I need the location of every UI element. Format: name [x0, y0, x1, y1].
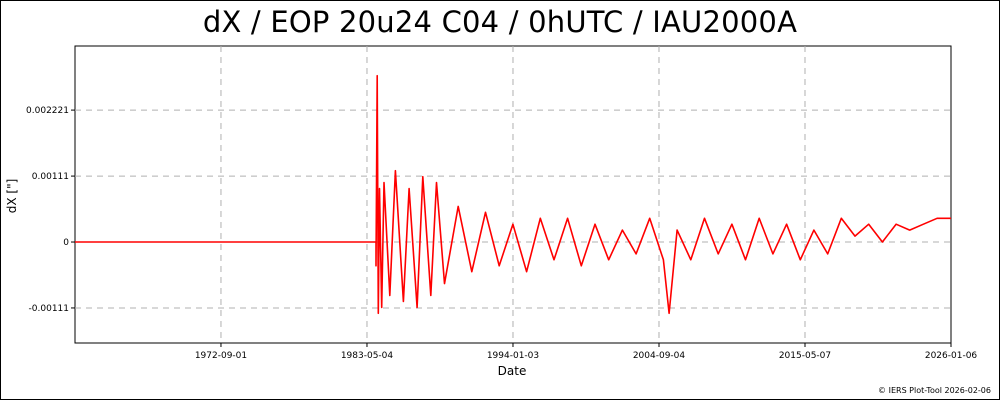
y-tick-label: 0.00111: [32, 172, 69, 182]
x-tick-label: 2015-05-07: [779, 351, 831, 361]
axis-ticks: 1972-09-01 1983-05-04 1994-01-03 2004-09-04…: [26, 106, 977, 361]
y-axis-label: dX ["]: [5, 179, 19, 214]
chart-title: dX / EOP 20u24 C04 / 0hUTC / IAU2000A: [202, 5, 798, 39]
data-series: [75, 74, 951, 315]
credit-text: © IERS Plot-Tool 2026-02-06: [878, 386, 991, 395]
x-axis-label: Date: [498, 364, 527, 378]
x-tick-label: 2004-09-04: [633, 351, 686, 361]
series-line: [75, 74, 951, 315]
x-tick-label: 1994-01-03: [487, 351, 539, 361]
x-tick-label: 1972-09-01: [195, 351, 247, 361]
x-tick-label: 1983-05-04: [341, 351, 394, 361]
y-tick-label: 0: [63, 238, 69, 248]
y-tick-label: -0.00111: [29, 304, 69, 314]
x-tick-label: 2026-01-06: [925, 351, 978, 361]
y-tick-label: 0.002221: [26, 106, 69, 116]
